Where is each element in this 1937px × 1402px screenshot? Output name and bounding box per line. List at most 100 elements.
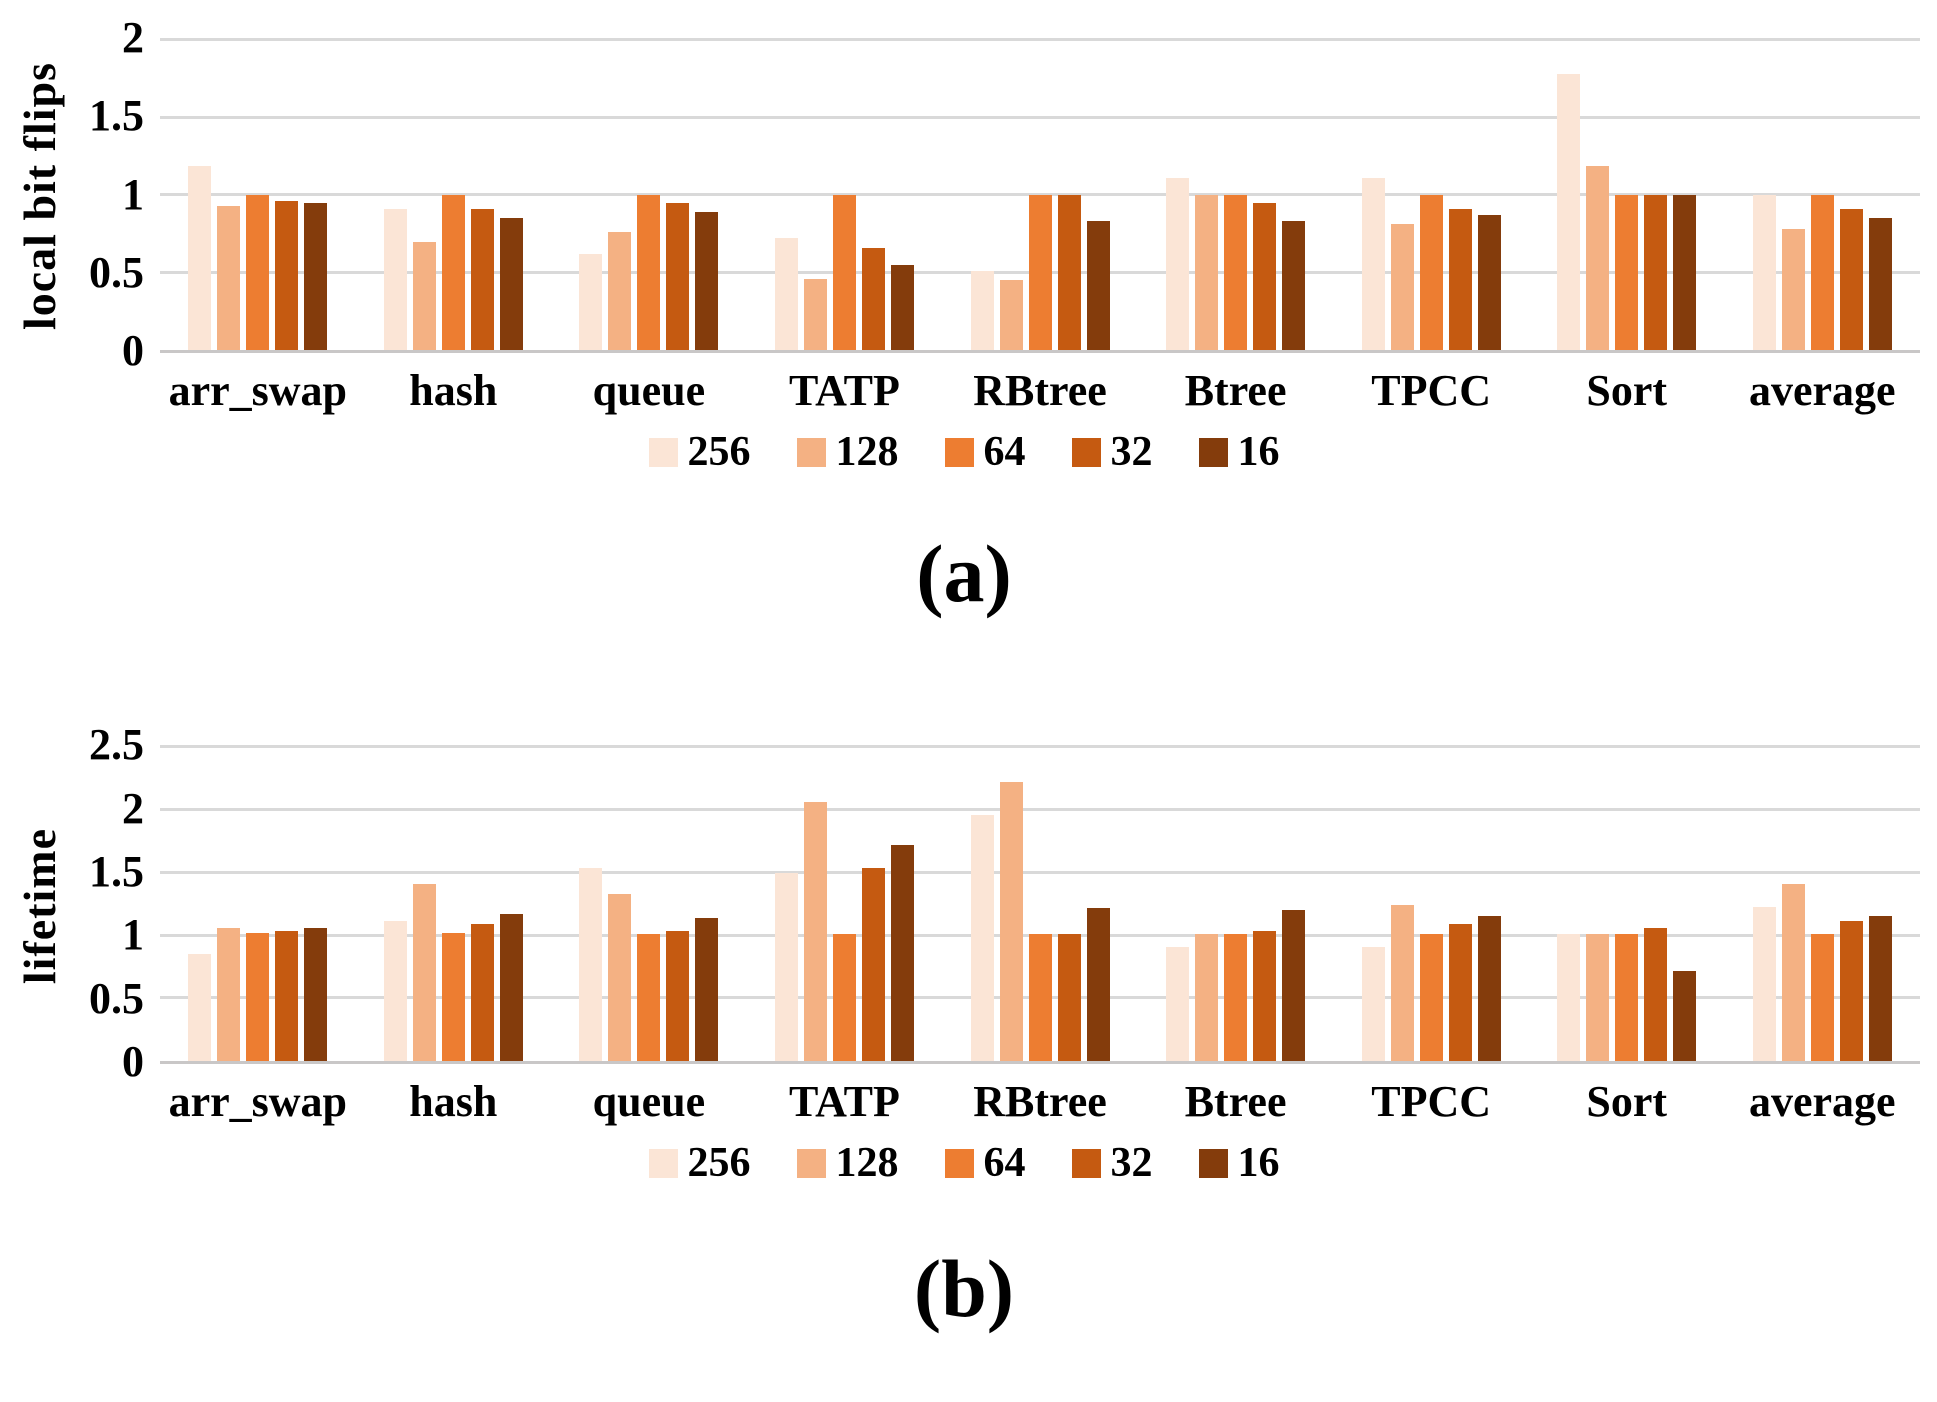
legend-item-32: 32 (1071, 429, 1153, 475)
bar-128-average (1781, 229, 1805, 350)
category-label-Sort: Sort (1586, 1077, 1668, 1127)
bar-16-RBtree (1086, 221, 1110, 350)
category-label-hash: hash (409, 1077, 498, 1127)
legend-label-256: 256 (687, 429, 751, 475)
legend-item-128: 128 (796, 1140, 899, 1187)
bar-64-TPCC (1419, 934, 1443, 1062)
bar-16-Btree (1282, 221, 1306, 350)
bar-32-TPCC (1448, 924, 1472, 1062)
legend-swatch-32 (1071, 1148, 1101, 1178)
bar-group-average (1725, 40, 1921, 350)
legend-item-32: 32 (1071, 1142, 1153, 1184)
y-axis-ticks: 0 0.5 1 1.5 2 (70, 16, 160, 373)
bar-16-TPCC (1477, 915, 1501, 1062)
bar-256-Btree (1166, 946, 1190, 1062)
bar-128-Sort (1586, 165, 1610, 350)
bar-256-TATP (774, 872, 798, 1062)
bar-32-Sort (1644, 928, 1668, 1062)
gridline (160, 745, 1920, 749)
bar-64-TPCC (1419, 195, 1443, 350)
panel-a: local bit flips 0 0.5 1 1.5 2 arr_swap hash qu… (8, 16, 1921, 619)
bar-group-queue (551, 40, 747, 350)
bar-32-RBtree (1057, 934, 1081, 1062)
legend-item-128: 128 (796, 431, 899, 473)
bar-32-RBtree (1057, 195, 1081, 350)
bar-64-TATP (832, 934, 856, 1062)
category-label-TPCC: TPCC (1371, 1077, 1492, 1127)
bar-group-hash (356, 40, 552, 350)
y-tick-label: 1.5 (89, 91, 144, 141)
bar-64-hash (441, 933, 465, 1062)
bar-128-TATP (803, 278, 827, 350)
y-tick-label: 1 (122, 910, 144, 960)
bar-256-arr_swap (188, 165, 212, 350)
legend-label-256: 256 (687, 1140, 751, 1187)
bar-group-TPCC (1333, 40, 1529, 350)
y-axis-title: lifetime (13, 827, 65, 984)
plot-area (160, 38, 1921, 353)
bar-32-queue (666, 930, 690, 1062)
bar-64-Sort (1615, 934, 1639, 1062)
bar-16-TPCC (1477, 215, 1501, 350)
category-label-RBtree: RBtree (973, 366, 1107, 415)
legend-label-128: 128 (835, 1140, 899, 1187)
bar-group-queue (551, 747, 747, 1062)
gridline (160, 115, 1920, 119)
bar-64-arr_swap (246, 933, 270, 1062)
bar-128-hash (412, 241, 436, 350)
plot-area (160, 745, 1921, 1065)
x-axis-labels: arr_swap hash queue TATP RBtree Btree TPCC Sort… (160, 353, 1920, 423)
bar-64-average (1810, 195, 1834, 350)
gridline (160, 193, 1920, 196)
bar-128-Btree (1195, 195, 1219, 350)
bar-32-TPCC (1448, 208, 1472, 350)
bar-64-TATP (832, 195, 856, 350)
bar-256-hash (383, 920, 407, 1062)
category-label-average: average (1748, 1077, 1896, 1127)
bar-group-arr_swap (160, 747, 356, 1062)
category-label-queue: queue (592, 1077, 706, 1127)
bar-group-average (1725, 747, 1921, 1062)
bar-64-arr_swap (246, 195, 270, 350)
panel-caption-b: (b) (913, 1243, 1015, 1335)
legend-swatch-16 (1198, 437, 1228, 467)
bar-32-hash (470, 208, 494, 350)
category-label-arr_swap: arr_swap (168, 366, 347, 415)
x-axis-labels: arr_swap hash queue TATP RBtree Btree TPCC Sort… (160, 1064, 1920, 1134)
bar-32-arr_swap (275, 930, 299, 1062)
bar-128-average (1781, 884, 1805, 1062)
bar-256-hash (383, 208, 407, 350)
bar-16-hash (499, 914, 523, 1062)
legend-label-16: 16 (1237, 1140, 1280, 1187)
y-tick-label: 2 (122, 783, 144, 833)
bar-group-Sort (1529, 747, 1725, 1062)
bar-64-RBtree (1028, 934, 1052, 1062)
bar-group-RBtree (942, 40, 1138, 350)
bar-16-hash (499, 218, 523, 350)
category-label-arr_swap: arr_swap (168, 1077, 347, 1127)
bar-256-average (1752, 195, 1776, 350)
category-label-average: average (1748, 366, 1896, 415)
legend-item-16: 16 (1198, 1140, 1280, 1187)
bar-16-RBtree (1086, 907, 1110, 1062)
legend: 256 128 64 32 16 (8, 423, 1920, 481)
bar-group-Sort (1529, 40, 1725, 350)
legend-item-256: 256 (648, 429, 751, 475)
bar-128-queue (608, 894, 632, 1062)
bar-group-arr_swap (160, 40, 356, 350)
legend-swatch-256 (648, 1148, 678, 1178)
bar-128-RBtree (999, 280, 1023, 350)
bar-256-TPCC (1361, 177, 1385, 350)
bar-128-RBtree (999, 782, 1023, 1062)
bar-chart-local-bit-flips: local bit flips 0 0.5 1 1.5 2 arr_swap hash qu… (8, 16, 1921, 481)
legend-item-64: 64 (944, 1142, 1026, 1184)
y-axis-title-cell: local bit flips (8, 40, 70, 353)
bar-16-Sort (1673, 195, 1697, 350)
legend-label-32: 32 (1110, 429, 1153, 475)
bar-group-TATP (747, 747, 943, 1062)
bar-32-Sort (1644, 195, 1668, 350)
bar-16-TATP (890, 264, 914, 350)
bar-256-queue (579, 253, 603, 350)
bar-64-RBtree (1028, 195, 1052, 350)
